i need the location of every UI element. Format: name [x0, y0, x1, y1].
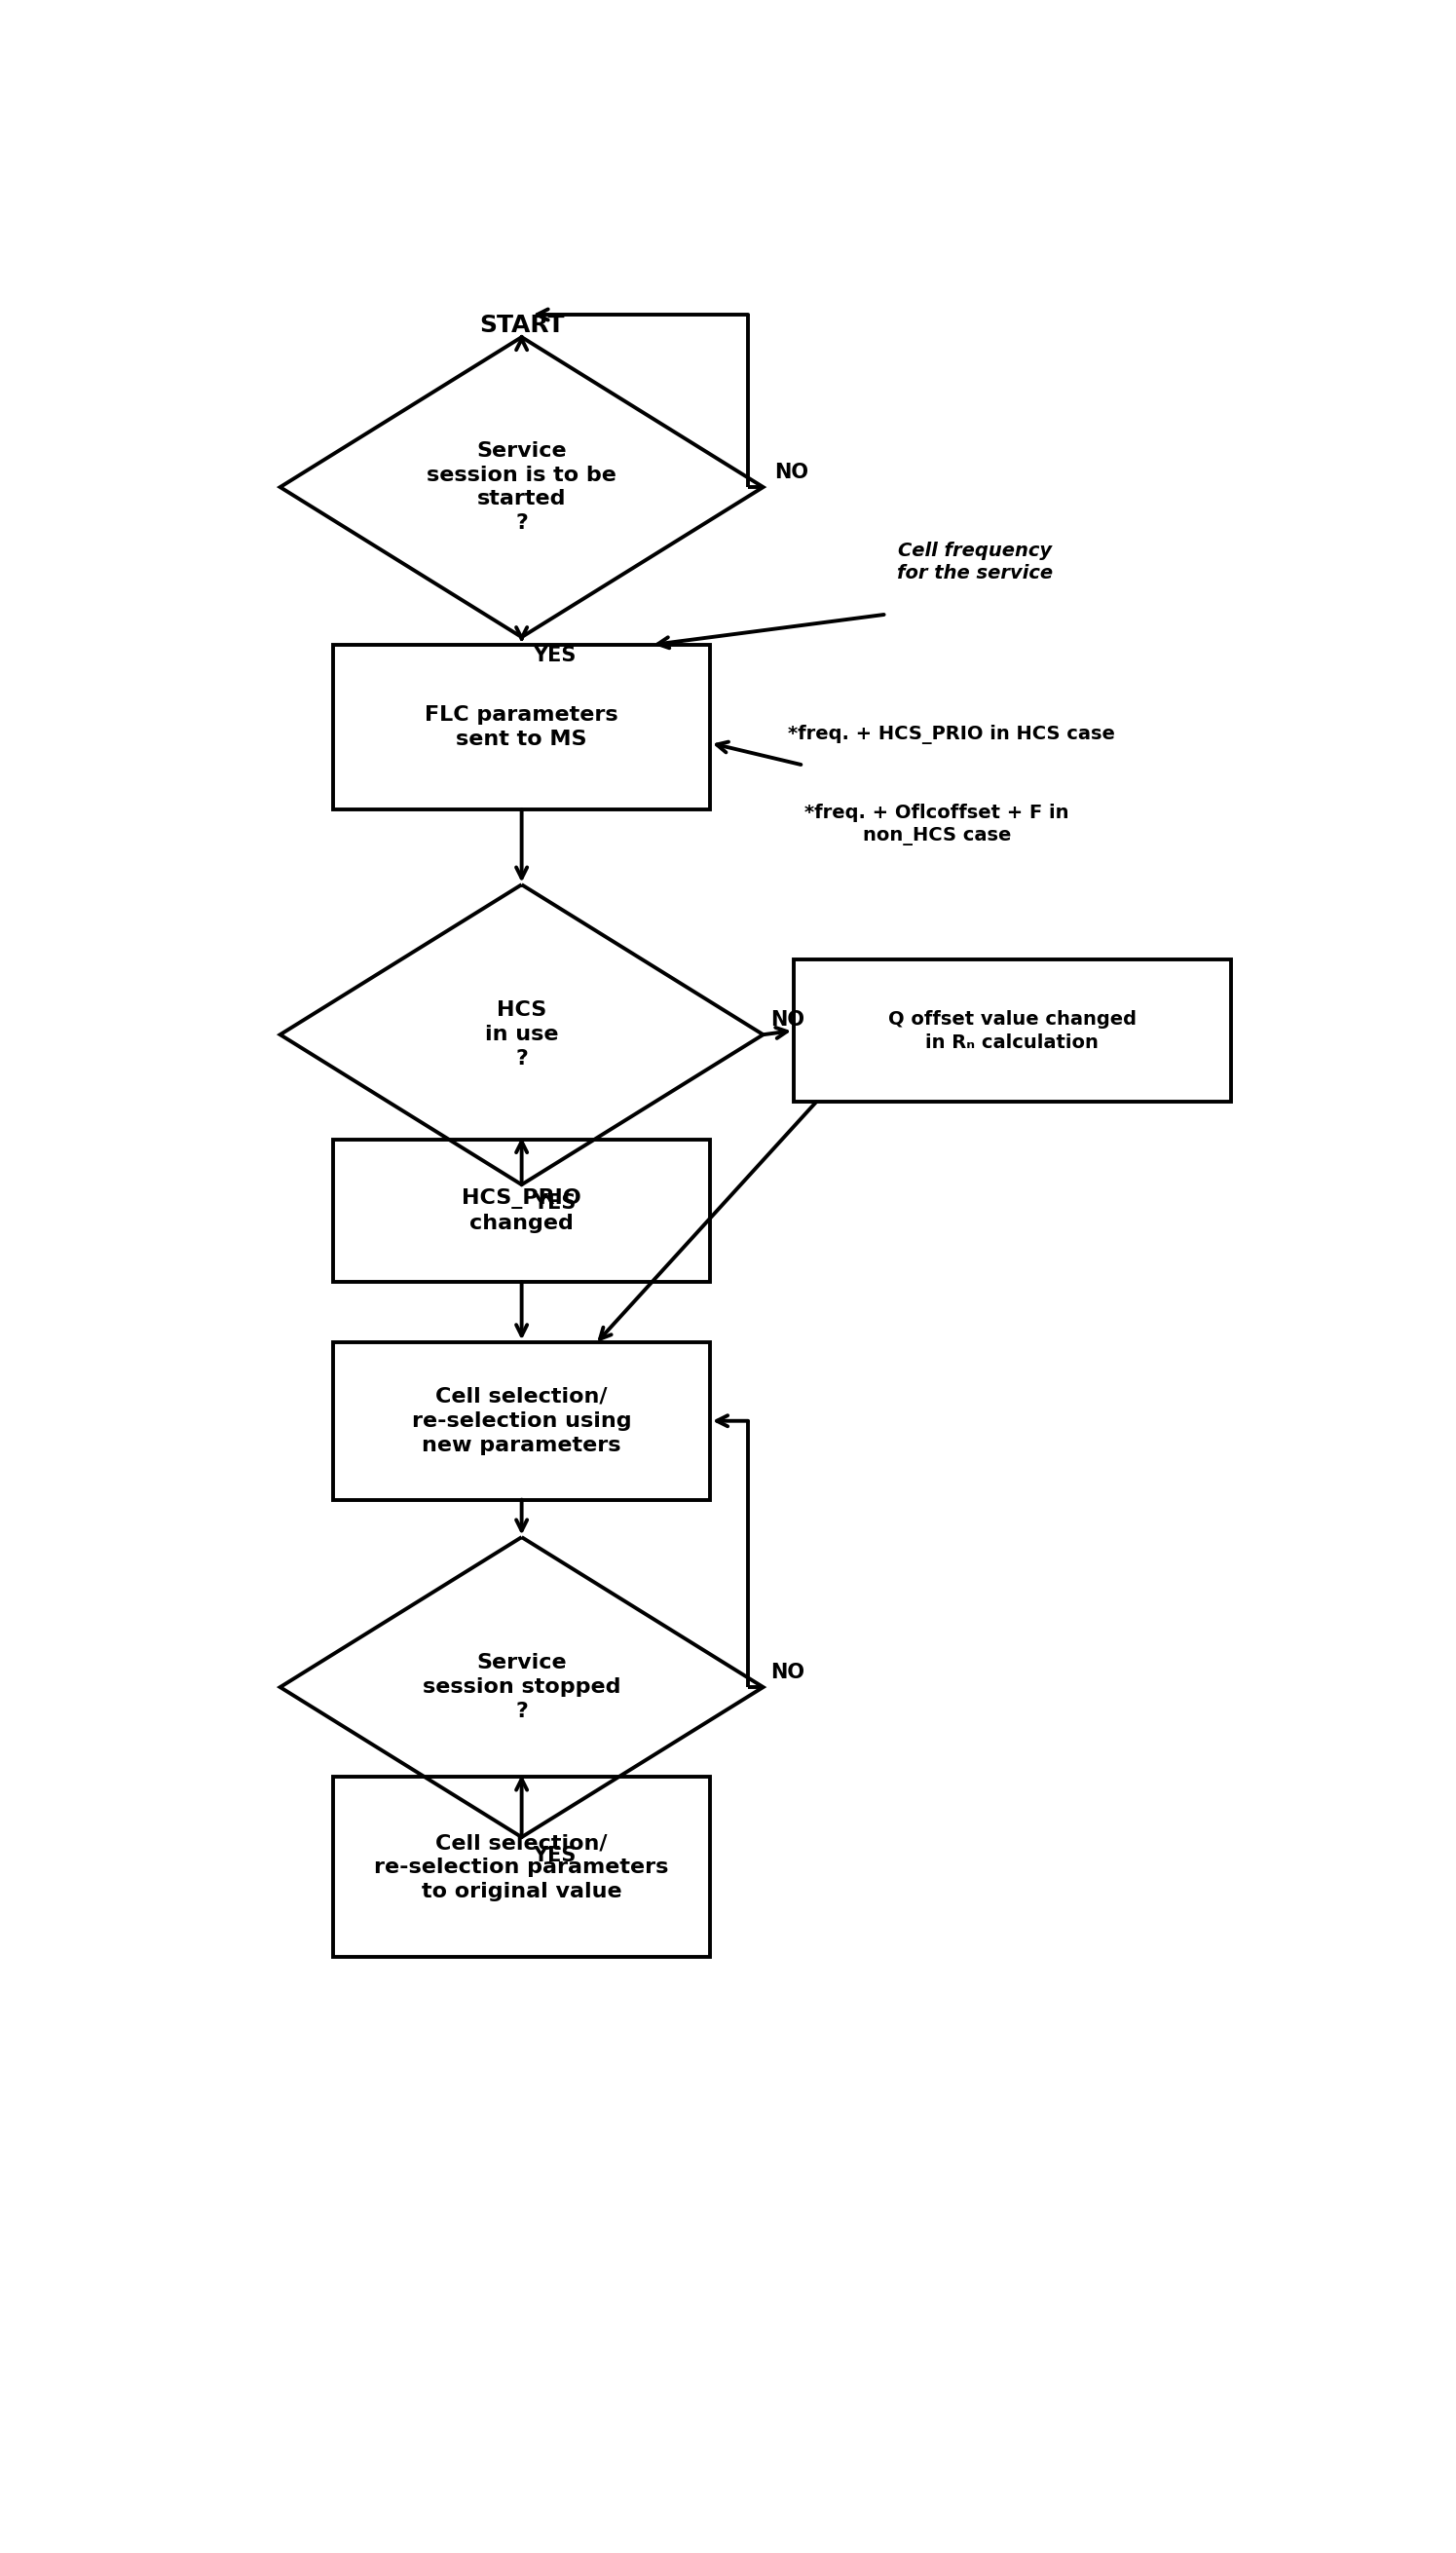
Text: NO: NO — [775, 462, 808, 483]
Bar — [333, 1139, 711, 1282]
Text: HCS_PRIO
changed: HCS_PRIO changed — [462, 1190, 581, 1233]
Text: NO: NO — [770, 1011, 805, 1029]
Bar — [333, 1343, 711, 1499]
Text: *freq. + HCS_PRIO in HCS case: *freq. + HCS_PRIO in HCS case — [788, 725, 1115, 745]
Text: Cell selection/
re-selection parameters
to original value: Cell selection/ re-selection parameters … — [374, 1833, 668, 1902]
Text: Q offset value changed
in Rₙ calculation: Q offset value changed in Rₙ calculation — [888, 1011, 1137, 1052]
Text: YES: YES — [533, 646, 577, 666]
Text: Cell selection/
re-selection using
new parameters: Cell selection/ re-selection using new p… — [412, 1386, 632, 1455]
Bar — [333, 643, 711, 809]
Text: Service
session stopped
?: Service session stopped ? — [422, 1654, 620, 1721]
Text: YES: YES — [533, 1195, 577, 1213]
Bar — [794, 960, 1232, 1103]
Text: NO: NO — [770, 1662, 805, 1682]
Text: Cell frequency
for the service: Cell frequency for the service — [897, 541, 1053, 582]
Text: FLC parameters
sent to MS: FLC parameters sent to MS — [425, 705, 619, 748]
Text: HCS
in use
?: HCS in use ? — [485, 1001, 559, 1070]
Text: Service
session is to be
started
?: Service session is to be started ? — [427, 442, 616, 534]
Text: START: START — [479, 314, 565, 337]
Text: *freq. + Oflcoffset + F in
non_HCS case: *freq. + Oflcoffset + F in non_HCS case — [805, 804, 1069, 845]
Text: YES: YES — [533, 1846, 577, 1866]
Bar — [333, 1777, 711, 1958]
